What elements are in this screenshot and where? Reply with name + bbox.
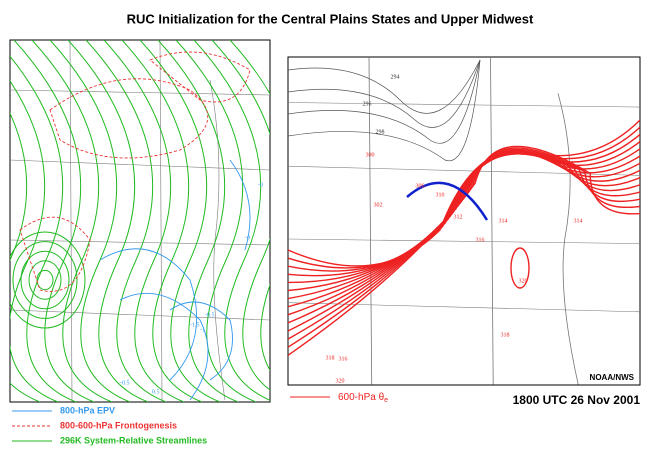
left-layers: -0 -0.5 -1 -0.5 -1.5 -0 0.5 <box>10 40 270 402</box>
contour-label: 300 <box>366 152 375 158</box>
right-borders <box>288 57 640 385</box>
theta-contour-grey <box>288 59 481 144</box>
state-border <box>209 79 226 401</box>
state-border <box>10 309 270 321</box>
state-border <box>10 89 270 96</box>
state-border <box>368 57 373 385</box>
contour-label: 0.5 <box>152 389 160 395</box>
contour-label: 314 <box>499 218 508 224</box>
contour-label: 302 <box>374 202 383 208</box>
streamline-eddy <box>36 269 54 291</box>
left-borders <box>10 40 270 401</box>
streamline <box>193 40 270 401</box>
streamline-eddy <box>12 241 78 319</box>
contour-label: -0 <box>258 182 263 188</box>
epv-contour <box>119 292 209 401</box>
valid-time: 1800 UTC 26 Nov 2001 <box>513 393 641 407</box>
streamline <box>175 40 257 402</box>
streamline <box>31 40 113 402</box>
contour-label: 306 <box>416 183 425 189</box>
contour-label: 316 <box>476 237 485 243</box>
streamline-eddy <box>10 231 86 329</box>
legend-label: 800-hPa EPV <box>60 405 115 415</box>
theta-contour-grey <box>288 59 481 128</box>
streamline <box>85 40 167 402</box>
left-map: -0 -0.5 -1 -0.5 -1.5 -0 0.5 <box>9 39 271 403</box>
contour-label: -1.5 <box>190 322 200 328</box>
contour-label: 298 <box>376 129 385 135</box>
trough-arc <box>406 181 489 221</box>
theta-contour <box>288 145 640 356</box>
epv-contour <box>99 248 198 381</box>
state-border <box>288 102 640 108</box>
contour-label: 294 <box>391 74 400 80</box>
credit: NOAA/NWS <box>590 373 635 382</box>
contour-label: -0.5 <box>120 380 130 386</box>
theta-contour <box>510 247 530 289</box>
legend: 800-hPa EPV 800-600-hPa Frontogenesis 296K… <box>12 396 330 445</box>
legend-subscript: e <box>384 397 388 404</box>
contour-label: 316 <box>339 356 348 362</box>
streamline <box>139 40 221 402</box>
streamline-eddy <box>20 250 70 310</box>
contour-label: -0 <box>245 235 250 241</box>
state-border <box>557 93 579 385</box>
contour-label: 320 <box>519 278 528 284</box>
state-border <box>288 302 640 313</box>
legend-text: 600-hPa θ <box>338 392 385 403</box>
title: RUC Initialization for the Central Plain… <box>127 11 534 26</box>
streamline <box>211 40 270 391</box>
state-border <box>69 40 73 401</box>
state-border <box>159 40 163 401</box>
epv-contour <box>229 159 251 251</box>
contour-label: 320 <box>336 378 345 384</box>
theta-contour-grey <box>288 59 481 114</box>
epv-contour <box>169 301 233 381</box>
contour-label: 318 <box>501 332 510 338</box>
theta-legend-label: 600-hPa θe <box>338 392 388 404</box>
right-layers: 294 296 298 300 302 306 310 312 314 316 318 320 314 3… <box>288 57 640 385</box>
streamline <box>10 55 77 402</box>
contour-label: 314 <box>574 218 583 224</box>
streamline <box>10 112 41 402</box>
contour-label: 296 <box>363 101 372 107</box>
streamline <box>13 40 95 402</box>
streamline <box>121 40 203 402</box>
state-border <box>10 159 270 171</box>
state-border <box>288 238 640 244</box>
contour-label: -1 <box>200 327 205 333</box>
right-map: 294 296 298 300 302 306 310 312 314 316 318 320 314 3… <box>287 56 641 386</box>
streamline-eddy <box>28 260 62 300</box>
contour-label: 310 <box>436 192 445 198</box>
streamline <box>67 40 149 402</box>
streamline <box>103 40 185 402</box>
contour-label: -0.5 <box>205 312 215 318</box>
contour-label: 318 <box>326 355 335 361</box>
theta-contour-grey <box>288 59 481 162</box>
frontogenesis-contour <box>19 216 91 292</box>
contour-label: 312 <box>454 214 463 220</box>
legend-label: 800-600-hPa Frontogenesis <box>60 420 177 430</box>
frontogenesis-contour <box>49 78 209 159</box>
state-border <box>490 57 494 385</box>
legend-label: 296K System-Relative Streamlines <box>60 435 207 445</box>
